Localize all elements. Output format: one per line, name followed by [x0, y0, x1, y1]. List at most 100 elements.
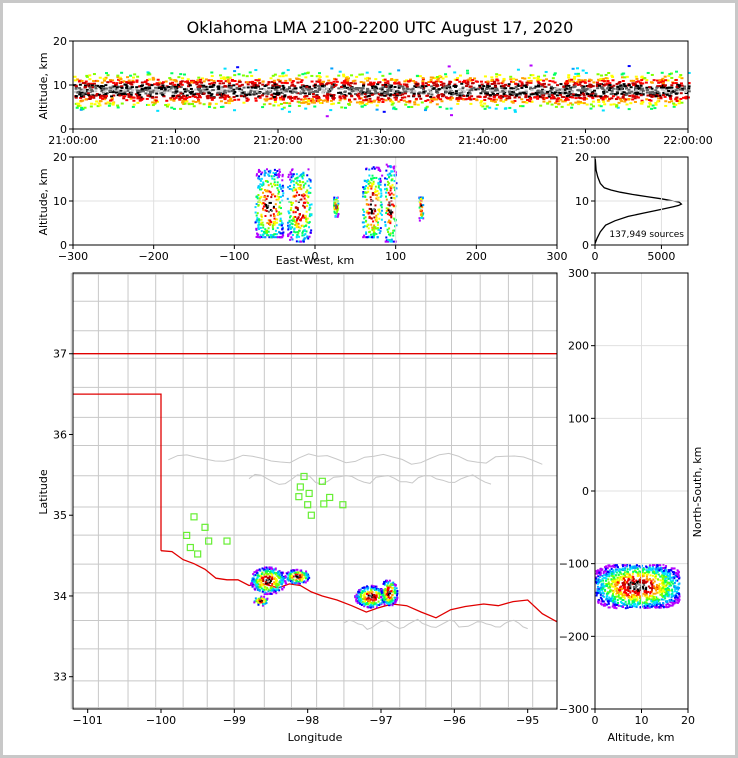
time-height-source [168, 90, 172, 93]
plan-view-source [263, 588, 266, 591]
time-height-source [208, 104, 212, 107]
east-west-source [389, 189, 392, 192]
east-west-source [299, 219, 302, 222]
east-west-source [287, 226, 290, 229]
east-west-source [294, 206, 297, 209]
time-height-source [656, 90, 660, 93]
time-height-source [277, 93, 281, 96]
plan-view-source [374, 594, 377, 597]
plan-view-source [387, 604, 390, 607]
time-height-source [603, 95, 607, 98]
time-height-source [430, 100, 434, 103]
time-height-source [95, 100, 99, 103]
time-height-source [332, 77, 336, 80]
east-west-source [362, 191, 365, 194]
east-west-source [370, 223, 373, 226]
east-west-source [262, 233, 265, 236]
time-height-source [368, 89, 372, 92]
time-height-source [645, 79, 649, 82]
east-west-source [380, 188, 383, 191]
time-height-source [421, 77, 425, 80]
north-south-source [608, 564, 611, 567]
east-west-source [366, 210, 369, 213]
east-west-source [301, 224, 304, 227]
time-height-source [219, 90, 223, 93]
time-height-source [599, 95, 603, 98]
time-height-source [591, 85, 595, 88]
east-west-source [388, 176, 391, 179]
time-height-source [83, 90, 87, 93]
time-height-source [438, 74, 442, 77]
plan-view-source [382, 582, 385, 585]
time-height-source [674, 92, 678, 95]
east-west-source [336, 205, 339, 208]
time-height-source [375, 104, 379, 107]
time-height-source [218, 82, 222, 85]
time-height-source [310, 101, 314, 104]
plan-view-source [390, 583, 393, 586]
time-height-source [151, 104, 155, 107]
time-height-source [483, 107, 487, 110]
east-west-source [386, 228, 389, 231]
time-height-source [108, 86, 112, 89]
time-height-source [129, 95, 133, 98]
time-height-source [380, 88, 384, 91]
time-height-source [557, 88, 561, 91]
time-height-source [321, 80, 325, 83]
time-height-source [621, 72, 625, 75]
time-height-source [580, 79, 584, 82]
lma-station-marker [194, 550, 202, 558]
east-west-source [377, 166, 380, 169]
east-west-source [308, 215, 311, 218]
east-west-source [277, 189, 280, 192]
time-height-source [478, 84, 482, 87]
plan-view-source [258, 568, 261, 571]
east-west-source [255, 214, 258, 217]
east-west-source [263, 230, 266, 233]
time-height-source [193, 95, 197, 98]
time-height-source [566, 103, 570, 106]
east-west-source [290, 201, 293, 204]
time-height-source [80, 79, 84, 82]
north-south-source [609, 571, 612, 574]
east-west-source [376, 190, 379, 193]
time-height-source [409, 88, 413, 91]
east-west-source [309, 231, 312, 234]
time-height-source [285, 90, 289, 93]
time-height-source [583, 79, 587, 82]
time-height-source [274, 101, 278, 104]
time-height-source [299, 86, 303, 89]
time-height-source [148, 87, 152, 90]
plan-view-source [306, 579, 309, 582]
time-height-source [223, 89, 227, 92]
plan-view-source [295, 571, 298, 574]
time-height-source [230, 79, 234, 82]
north-south-source [655, 603, 658, 606]
plan-view-source [254, 571, 257, 574]
east-west-source [361, 195, 364, 198]
east-west-source [308, 221, 311, 224]
plan-view-source [252, 577, 255, 580]
time-height-source [665, 92, 669, 95]
river-line [248, 473, 492, 485]
lma-station-marker [295, 493, 303, 501]
plan-view-source [270, 586, 273, 589]
time-height-source [131, 105, 135, 108]
east-west-source [418, 201, 421, 204]
time-height-source [184, 88, 188, 91]
time-height-source [485, 105, 489, 108]
time-height-source [312, 90, 316, 93]
east-west-source [303, 234, 306, 237]
time-height-source [554, 102, 558, 105]
plan-view-source [266, 597, 269, 600]
time-height-source [668, 94, 672, 97]
north-south-source [649, 591, 652, 594]
east-west-source [376, 236, 379, 239]
time-height-source [472, 86, 476, 89]
east-west-source [268, 174, 271, 177]
time-height-source [95, 92, 99, 95]
east-west-source [279, 195, 282, 198]
plan-view-source [280, 571, 283, 574]
north-south-density [595, 563, 681, 610]
time-height-source [319, 82, 323, 85]
